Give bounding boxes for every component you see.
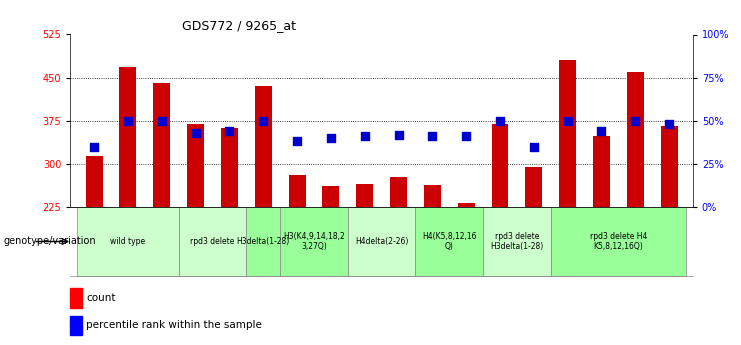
Bar [246,207,280,276]
Point [528,144,539,149]
Text: wild type: wild type [110,237,145,246]
Text: rpd3 delete
H3delta(1-28): rpd3 delete H3delta(1-28) [491,232,544,251]
Bar [390,177,407,207]
Bar [551,207,686,276]
Bar [348,207,416,276]
Bar [70,316,82,335]
Bar [119,67,136,207]
Text: H4delta(2-26): H4delta(2-26) [355,237,408,246]
Bar [424,185,441,207]
Text: H3(K4,9,14,18,2
3,27Q): H3(K4,9,14,18,2 3,27Q) [283,232,345,251]
Bar [86,156,102,207]
Point [291,139,303,144]
Bar [77,207,179,276]
Bar [280,207,348,276]
Bar [153,83,170,207]
Text: count: count [86,293,116,303]
Bar [179,207,246,276]
Text: percentile rank within the sample: percentile rank within the sample [86,321,262,331]
Point [494,118,506,124]
Point [596,128,608,134]
Bar [70,288,82,308]
Bar [661,127,677,207]
Bar [187,124,204,207]
Point [190,130,202,136]
Text: rpd3 delete H4
K5,8,12,16Q): rpd3 delete H4 K5,8,12,16Q) [590,232,647,251]
Point [325,135,337,141]
Bar [221,128,238,207]
Bar [559,60,576,207]
Bar [458,203,475,207]
Bar [288,175,305,207]
Bar [525,167,542,207]
Bar [593,136,610,207]
Point [224,128,236,134]
Bar [483,207,551,276]
Point [663,121,675,127]
Bar [627,72,644,207]
Text: H4(K5,8,12,16
Q): H4(K5,8,12,16 Q) [422,232,476,251]
Text: H3delta(1-28): H3delta(1-28) [236,237,290,246]
Point [629,118,641,124]
Bar [416,207,483,276]
Bar [255,86,272,207]
Point [257,118,269,124]
Text: rpd3 delete: rpd3 delete [190,237,235,246]
Point [562,118,574,124]
Point [359,134,370,139]
Text: GDS772 / 9265_at: GDS772 / 9265_at [182,19,296,32]
Bar [322,186,339,207]
Bar [356,184,373,207]
Bar [491,124,508,207]
Point [393,132,405,137]
Point [426,134,438,139]
Point [460,134,472,139]
Point [122,118,134,124]
Point [156,118,167,124]
Text: genotype/variation: genotype/variation [4,237,96,246]
Point [88,144,100,149]
